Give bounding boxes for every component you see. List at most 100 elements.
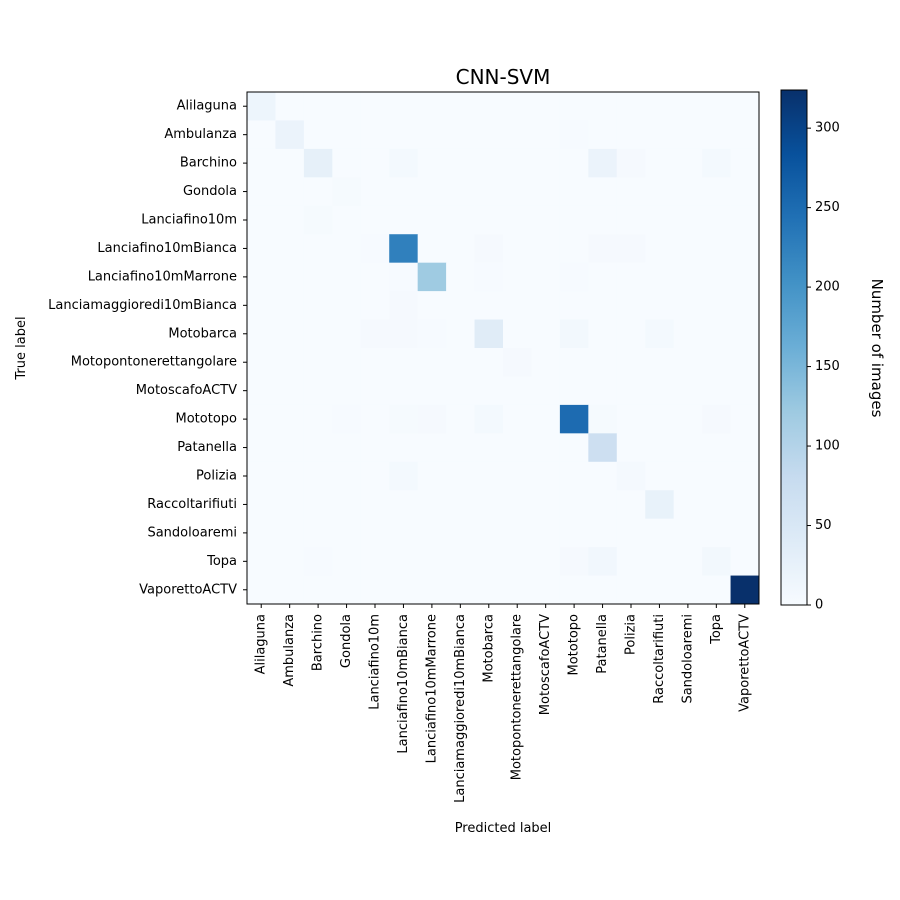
heatmap-cell [332, 461, 362, 491]
heatmap-cell [303, 490, 333, 520]
heatmap-cell [588, 404, 618, 434]
heatmap-cell [559, 490, 589, 520]
heatmap-cell [303, 433, 333, 463]
heatmap-cell [389, 518, 419, 548]
heatmap-cell [389, 234, 419, 264]
heatmap-cell [588, 205, 618, 235]
heatmap-cell [360, 461, 390, 491]
heatmap-cell [588, 120, 618, 150]
heatmap-cell [247, 148, 276, 178]
heatmap-cell [332, 575, 362, 605]
y-tick-label: Alilaguna [177, 99, 237, 114]
heatmap-cell [616, 120, 646, 150]
heatmap-cell [389, 148, 419, 178]
heatmap-cell [446, 148, 475, 178]
heatmap-cell [588, 547, 618, 576]
heatmap-cell [303, 177, 333, 207]
heatmap-cell [616, 404, 646, 434]
heatmap-cell [559, 547, 589, 576]
colorbar-tick-label: 100 [815, 439, 840, 454]
heatmap-cell [389, 433, 419, 463]
heatmap-cell [559, 205, 589, 235]
heatmap-cells [247, 92, 760, 605]
heatmap-cell [559, 291, 589, 320]
heatmap-cell [360, 234, 390, 264]
heatmap-cell [531, 205, 561, 235]
heatmap-cell [645, 148, 675, 178]
heatmap-cell [389, 319, 419, 349]
heatmap-cell [730, 461, 760, 491]
heatmap-cell [303, 120, 333, 150]
heatmap-cell [446, 348, 475, 377]
heatmap-cell [702, 433, 731, 463]
heatmap-cell [503, 205, 532, 235]
heatmap-cell [474, 120, 504, 150]
heatmap-cell [645, 404, 675, 434]
heatmap-cell [616, 376, 646, 406]
heatmap-cell [417, 92, 447, 121]
heatmap-cell [417, 575, 447, 605]
heatmap-cell [503, 490, 532, 520]
heatmap-cell [531, 433, 561, 463]
heatmap-cell [588, 461, 618, 491]
heatmap-cell [559, 319, 589, 349]
heatmap-cell [531, 92, 561, 121]
heatmap-cell [247, 461, 276, 491]
heatmap-cell [645, 433, 675, 463]
heatmap-cell [389, 92, 419, 121]
heatmap-cell [303, 291, 333, 320]
heatmap-cell [332, 148, 362, 178]
heatmap-cell [389, 348, 419, 377]
heatmap-cell [531, 120, 561, 150]
heatmap-cell [474, 177, 504, 207]
heatmap-cell [332, 205, 362, 235]
heatmap-cell [474, 490, 504, 520]
heatmap-cell [332, 490, 362, 520]
heatmap-cell [503, 348, 532, 377]
heatmap-cell [275, 120, 305, 150]
x-tick-label: Lanciafino10m [368, 614, 383, 710]
heatmap-cell [616, 319, 646, 349]
heatmap-cell [673, 518, 703, 548]
chart-title: CNN-SVM [456, 65, 551, 89]
heatmap-cell [474, 376, 504, 406]
heatmap-cell [730, 547, 760, 576]
x-tick-label: Gondola [339, 614, 354, 668]
heatmap-cell [247, 547, 276, 576]
heatmap-cell [275, 348, 305, 377]
heatmap-cell [389, 376, 419, 406]
heatmap-cell [275, 433, 305, 463]
heatmap-cell [275, 547, 305, 576]
heatmap-cell [275, 404, 305, 434]
heatmap-cell [645, 518, 675, 548]
heatmap-cell [332, 547, 362, 576]
heatmap-cell [559, 120, 589, 150]
heatmap-cell [275, 234, 305, 264]
heatmap-cell [702, 376, 731, 406]
heatmap-cell [389, 404, 419, 434]
heatmap-cell [531, 262, 561, 292]
heatmap-cell [673, 205, 703, 235]
x-tick-label: Motobarca [481, 614, 496, 683]
heatmap-cell [247, 177, 276, 207]
heatmap-cell [645, 262, 675, 292]
heatmap-cell [730, 404, 760, 434]
heatmap-cell [531, 319, 561, 349]
colorbar [780, 89, 808, 606]
heatmap-cell [503, 177, 532, 207]
heatmap-cell [588, 92, 618, 121]
heatmap-cell [616, 205, 646, 235]
x-tick-label: Lanciamaggioredi10mBianca [453, 614, 468, 803]
heatmap-cell [446, 319, 475, 349]
heatmap-cell [446, 291, 475, 320]
heatmap-cell [673, 148, 703, 178]
heatmap-cell [303, 404, 333, 434]
heatmap-cell [417, 433, 447, 463]
colorbar-tick-label: 150 [815, 359, 840, 374]
heatmap-cell [275, 148, 305, 178]
heatmap-cell [417, 262, 447, 292]
heatmap-cell [474, 404, 504, 434]
heatmap-cell [446, 92, 475, 121]
heatmap-cell [446, 518, 475, 548]
heatmap-cell [559, 148, 589, 178]
